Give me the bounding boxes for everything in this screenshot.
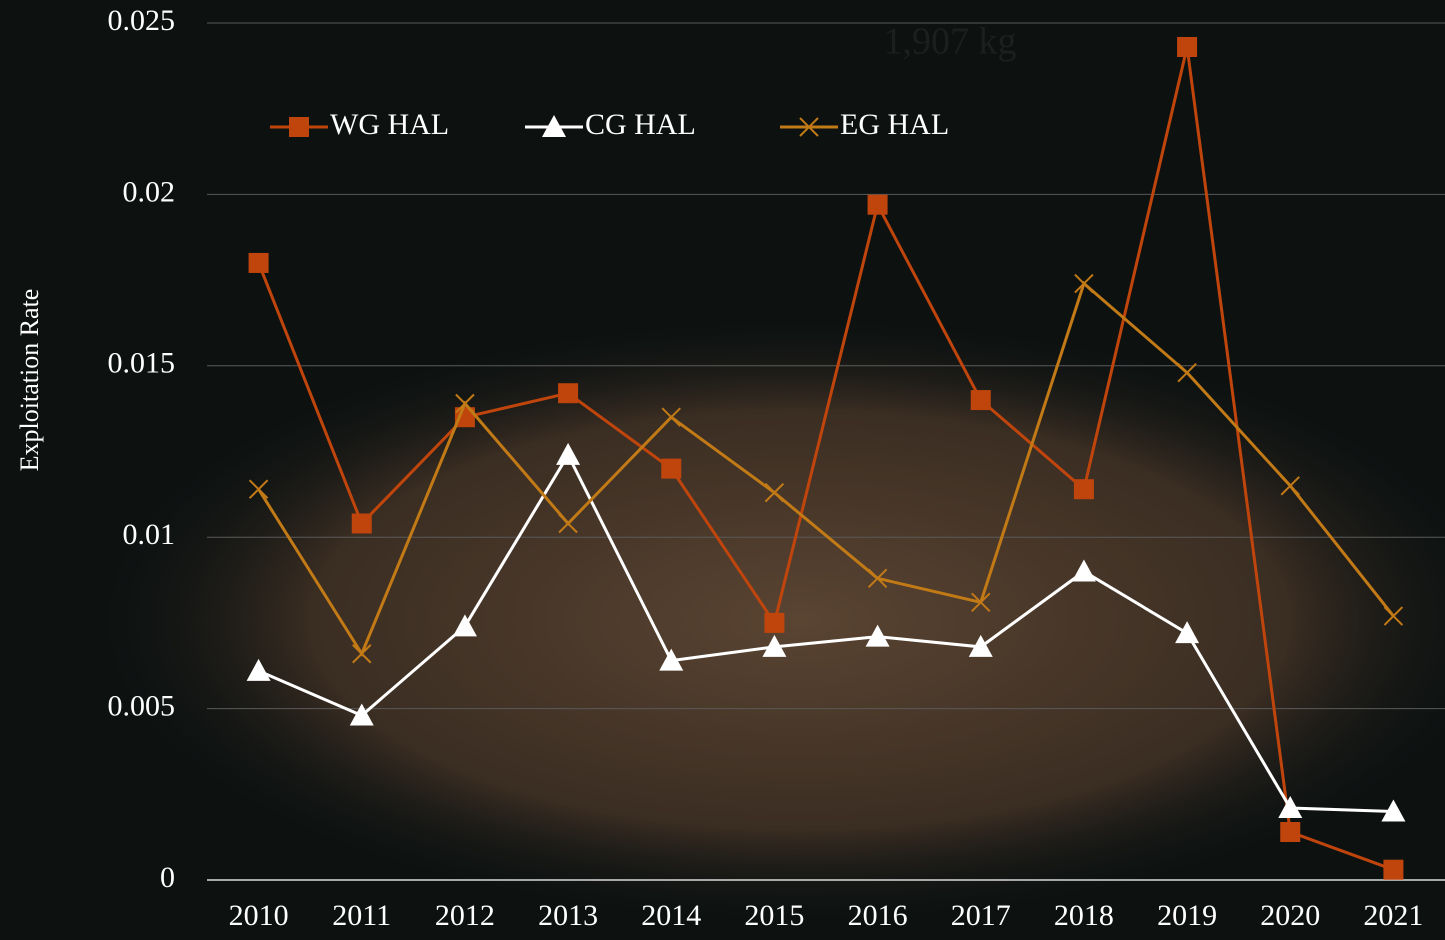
- x-tick-label: 2021: [1363, 899, 1423, 932]
- data-point: [764, 612, 785, 633]
- y-tick-label: 0.01: [123, 518, 176, 551]
- data-point: [351, 513, 372, 534]
- x-tick-label: 2010: [229, 899, 289, 932]
- x-tick-label: 2016: [848, 899, 908, 932]
- series-line: [257, 451, 1394, 813]
- legend-marker: [542, 115, 566, 137]
- x-tick-label: 2017: [951, 899, 1011, 932]
- x-tick-label: 2014: [641, 899, 701, 932]
- data-point: [971, 592, 991, 613]
- x-tick-label: 2019: [1157, 899, 1217, 932]
- data-point: [659, 648, 684, 671]
- data-point: [455, 393, 475, 414]
- x-tick-label: 2015: [744, 899, 804, 932]
- data-point: [1383, 606, 1404, 626]
- y-tick-label: 0.025: [108, 4, 176, 37]
- data-point: [762, 634, 787, 657]
- data-point: [248, 252, 269, 273]
- data-point: [1381, 799, 1406, 822]
- data-point: [1383, 859, 1404, 880]
- y-tick-label: 0: [160, 861, 175, 894]
- legend-label: EG HAL: [840, 108, 949, 141]
- data-point: [764, 482, 785, 503]
- data-point: [452, 614, 477, 637]
- data-point: [556, 442, 581, 465]
- data-point: [558, 383, 579, 404]
- legend-marker: [289, 117, 309, 137]
- data-point: [1073, 479, 1094, 500]
- x-tick-label: 2012: [435, 899, 495, 932]
- annotation: 1,907 kg: [884, 21, 1017, 63]
- data-point: [867, 568, 888, 589]
- series-line: [257, 280, 1395, 658]
- x-tick-label: 2020: [1260, 899, 1320, 932]
- series-line: [257, 46, 1394, 872]
- data-point: [246, 658, 271, 681]
- data-point: [867, 194, 888, 215]
- data-point: [1280, 476, 1300, 496]
- data-point: [349, 703, 374, 726]
- y-tick-label: 0.02: [123, 175, 176, 208]
- data-point: [661, 407, 681, 427]
- data-point: [1071, 559, 1096, 582]
- data-point: [1175, 621, 1200, 644]
- y-tick-label: 0.015: [108, 347, 176, 380]
- legend-label: WG HAL: [330, 108, 449, 141]
- data-point: [248, 479, 269, 499]
- data-point: [970, 390, 991, 411]
- legend-marker: [799, 117, 819, 137]
- data-point: [661, 458, 682, 479]
- x-tick-label: 2011: [332, 899, 391, 932]
- data-point: [865, 624, 890, 647]
- data-point: [1177, 36, 1198, 57]
- legend-label: CG HAL: [585, 108, 696, 141]
- data-point: [1074, 273, 1094, 294]
- data-point: [558, 513, 578, 534]
- data-point: [352, 644, 372, 664]
- data-point: [1177, 362, 1197, 383]
- x-tick-label: 2013: [538, 899, 598, 932]
- x-tick-label: 2018: [1054, 899, 1114, 932]
- data-point: [1278, 796, 1303, 819]
- y-axis-label: Exploitation Rate: [15, 289, 44, 472]
- y-tick-label: 0.005: [108, 689, 176, 722]
- data-point: [968, 634, 993, 657]
- data-point: [1280, 822, 1301, 843]
